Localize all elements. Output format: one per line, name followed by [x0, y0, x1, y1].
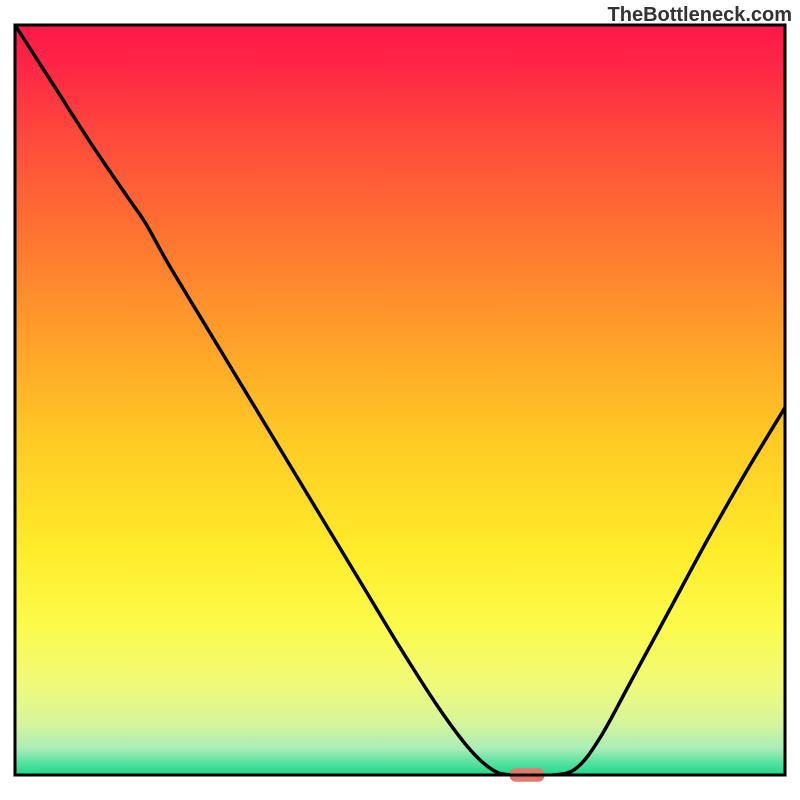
watermark-text: TheBottleneck.com — [608, 4, 792, 27]
chart-container: TheBottleneck.com — [0, 0, 800, 800]
plot-background — [15, 25, 785, 775]
bottleneck-chart — [0, 0, 800, 800]
